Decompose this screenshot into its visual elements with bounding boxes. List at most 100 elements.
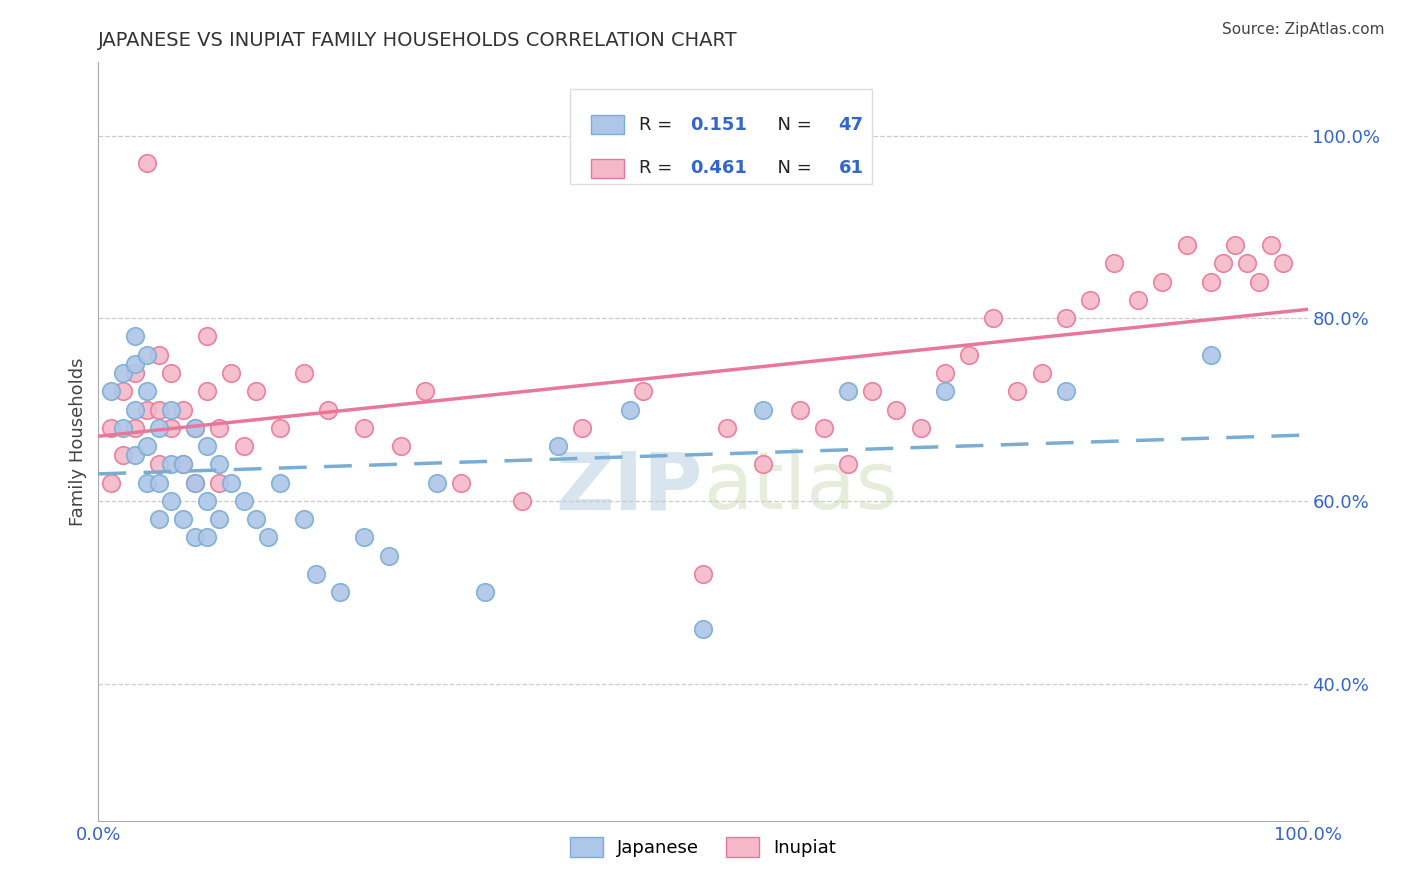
Point: [100, 475, 122, 490]
FancyBboxPatch shape: [569, 89, 872, 184]
Point: [813, 421, 835, 435]
Point: [389, 439, 412, 453]
Point: [1199, 275, 1222, 289]
Point: [111, 384, 134, 399]
Point: [329, 585, 352, 599]
Point: [934, 366, 956, 380]
Point: [450, 475, 472, 490]
Point: [631, 384, 654, 399]
Text: 0.151: 0.151: [690, 116, 747, 134]
Point: [619, 402, 641, 417]
Point: [245, 384, 267, 399]
Point: [1031, 366, 1053, 380]
Point: [692, 622, 714, 636]
Point: [221, 366, 243, 380]
Point: [135, 402, 157, 417]
Point: [256, 531, 278, 545]
Point: [195, 494, 218, 508]
Point: [1223, 238, 1246, 252]
Point: [232, 494, 254, 508]
Text: 47: 47: [838, 116, 863, 134]
Point: [135, 156, 157, 170]
Point: [172, 458, 194, 472]
Point: [837, 458, 859, 472]
Point: [1128, 293, 1150, 307]
Point: [1249, 275, 1271, 289]
Point: [124, 366, 146, 380]
Point: [1054, 384, 1077, 399]
Point: [752, 458, 775, 472]
Point: [269, 475, 291, 490]
Point: [292, 366, 315, 380]
Point: [160, 458, 183, 472]
FancyBboxPatch shape: [591, 115, 624, 134]
Point: [692, 566, 714, 581]
Point: [195, 439, 218, 453]
Point: [910, 421, 932, 435]
Point: [148, 475, 170, 490]
Point: [111, 448, 134, 462]
Text: N =: N =: [766, 159, 817, 178]
Point: [195, 384, 218, 399]
Point: [148, 348, 170, 362]
Point: [886, 402, 908, 417]
Point: [1007, 384, 1029, 399]
Point: [172, 512, 194, 526]
Text: R =: R =: [638, 159, 678, 178]
Point: [160, 494, 183, 508]
Point: [305, 566, 328, 581]
Text: Source: ZipAtlas.com: Source: ZipAtlas.com: [1222, 22, 1385, 37]
Text: N =: N =: [766, 116, 817, 134]
Point: [124, 421, 146, 435]
Text: 0.461: 0.461: [690, 159, 747, 178]
Point: [184, 421, 207, 435]
Point: [1102, 256, 1125, 270]
Point: [316, 402, 339, 417]
Point: [100, 384, 122, 399]
Point: [208, 458, 231, 472]
Point: [413, 384, 436, 399]
Point: [957, 348, 980, 362]
Point: [184, 531, 207, 545]
Point: [1199, 348, 1222, 362]
Point: [353, 531, 375, 545]
Point: [148, 402, 170, 417]
Point: [1260, 238, 1282, 252]
Point: [1078, 293, 1101, 307]
Point: [111, 421, 134, 435]
Point: [232, 439, 254, 453]
Point: [221, 475, 243, 490]
Point: [208, 421, 231, 435]
Point: [160, 421, 183, 435]
Point: [124, 329, 146, 343]
Point: [208, 512, 231, 526]
Point: [377, 549, 399, 563]
Point: [245, 512, 267, 526]
Point: [135, 475, 157, 490]
Legend: Japanese, Inupiat: Japanese, Inupiat: [562, 830, 844, 864]
Point: [837, 384, 859, 399]
Point: [1152, 275, 1174, 289]
Point: [135, 384, 157, 399]
Point: [269, 421, 291, 435]
Point: [195, 329, 218, 343]
Y-axis label: Family Households: Family Households: [69, 358, 87, 525]
Point: [184, 475, 207, 490]
Point: [752, 402, 775, 417]
Point: [124, 402, 146, 417]
Point: [160, 366, 183, 380]
Point: [510, 494, 533, 508]
Point: [981, 311, 1004, 326]
Point: [474, 585, 496, 599]
Point: [124, 357, 146, 371]
Text: atlas: atlas: [703, 448, 897, 526]
Text: JAPANESE VS INUPIAT FAMILY HOUSEHOLDS CORRELATION CHART: JAPANESE VS INUPIAT FAMILY HOUSEHOLDS CO…: [98, 30, 738, 50]
Point: [135, 439, 157, 453]
Point: [195, 531, 218, 545]
Point: [860, 384, 883, 399]
Point: [148, 512, 170, 526]
Point: [148, 458, 170, 472]
Point: [426, 475, 449, 490]
Point: [111, 366, 134, 380]
Point: [1212, 256, 1234, 270]
